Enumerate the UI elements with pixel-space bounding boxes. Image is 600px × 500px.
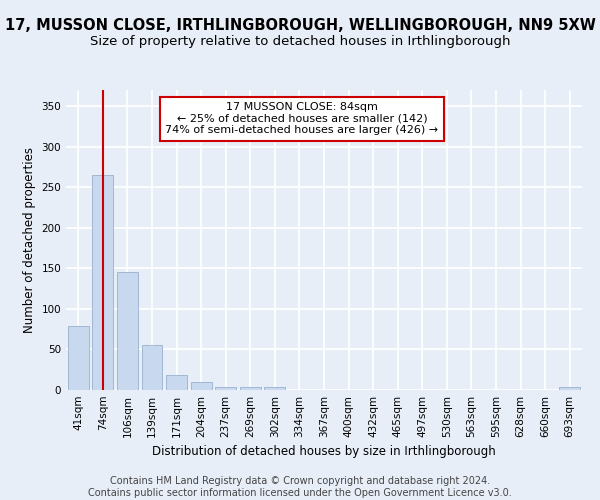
Text: 17, MUSSON CLOSE, IRTHLINGBOROUGH, WELLINGBOROUGH, NN9 5XW: 17, MUSSON CLOSE, IRTHLINGBOROUGH, WELLI…: [5, 18, 595, 32]
Text: 17 MUSSON CLOSE: 84sqm
← 25% of detached houses are smaller (142)
74% of semi-de: 17 MUSSON CLOSE: 84sqm ← 25% of detached…: [166, 102, 439, 136]
Bar: [240, 387, 261, 390]
Bar: [142, 344, 163, 390]
Bar: [191, 382, 212, 390]
Bar: [215, 387, 236, 390]
Bar: [92, 175, 113, 390]
Bar: [117, 272, 138, 390]
Text: Size of property relative to detached houses in Irthlingborough: Size of property relative to detached ho…: [90, 35, 510, 48]
Bar: [68, 326, 89, 390]
Bar: [166, 376, 187, 390]
Bar: [265, 387, 286, 390]
Y-axis label: Number of detached properties: Number of detached properties: [23, 147, 36, 333]
Bar: [559, 387, 580, 390]
Text: Contains HM Land Registry data © Crown copyright and database right 2024.
Contai: Contains HM Land Registry data © Crown c…: [88, 476, 512, 498]
X-axis label: Distribution of detached houses by size in Irthlingborough: Distribution of detached houses by size …: [152, 446, 496, 458]
